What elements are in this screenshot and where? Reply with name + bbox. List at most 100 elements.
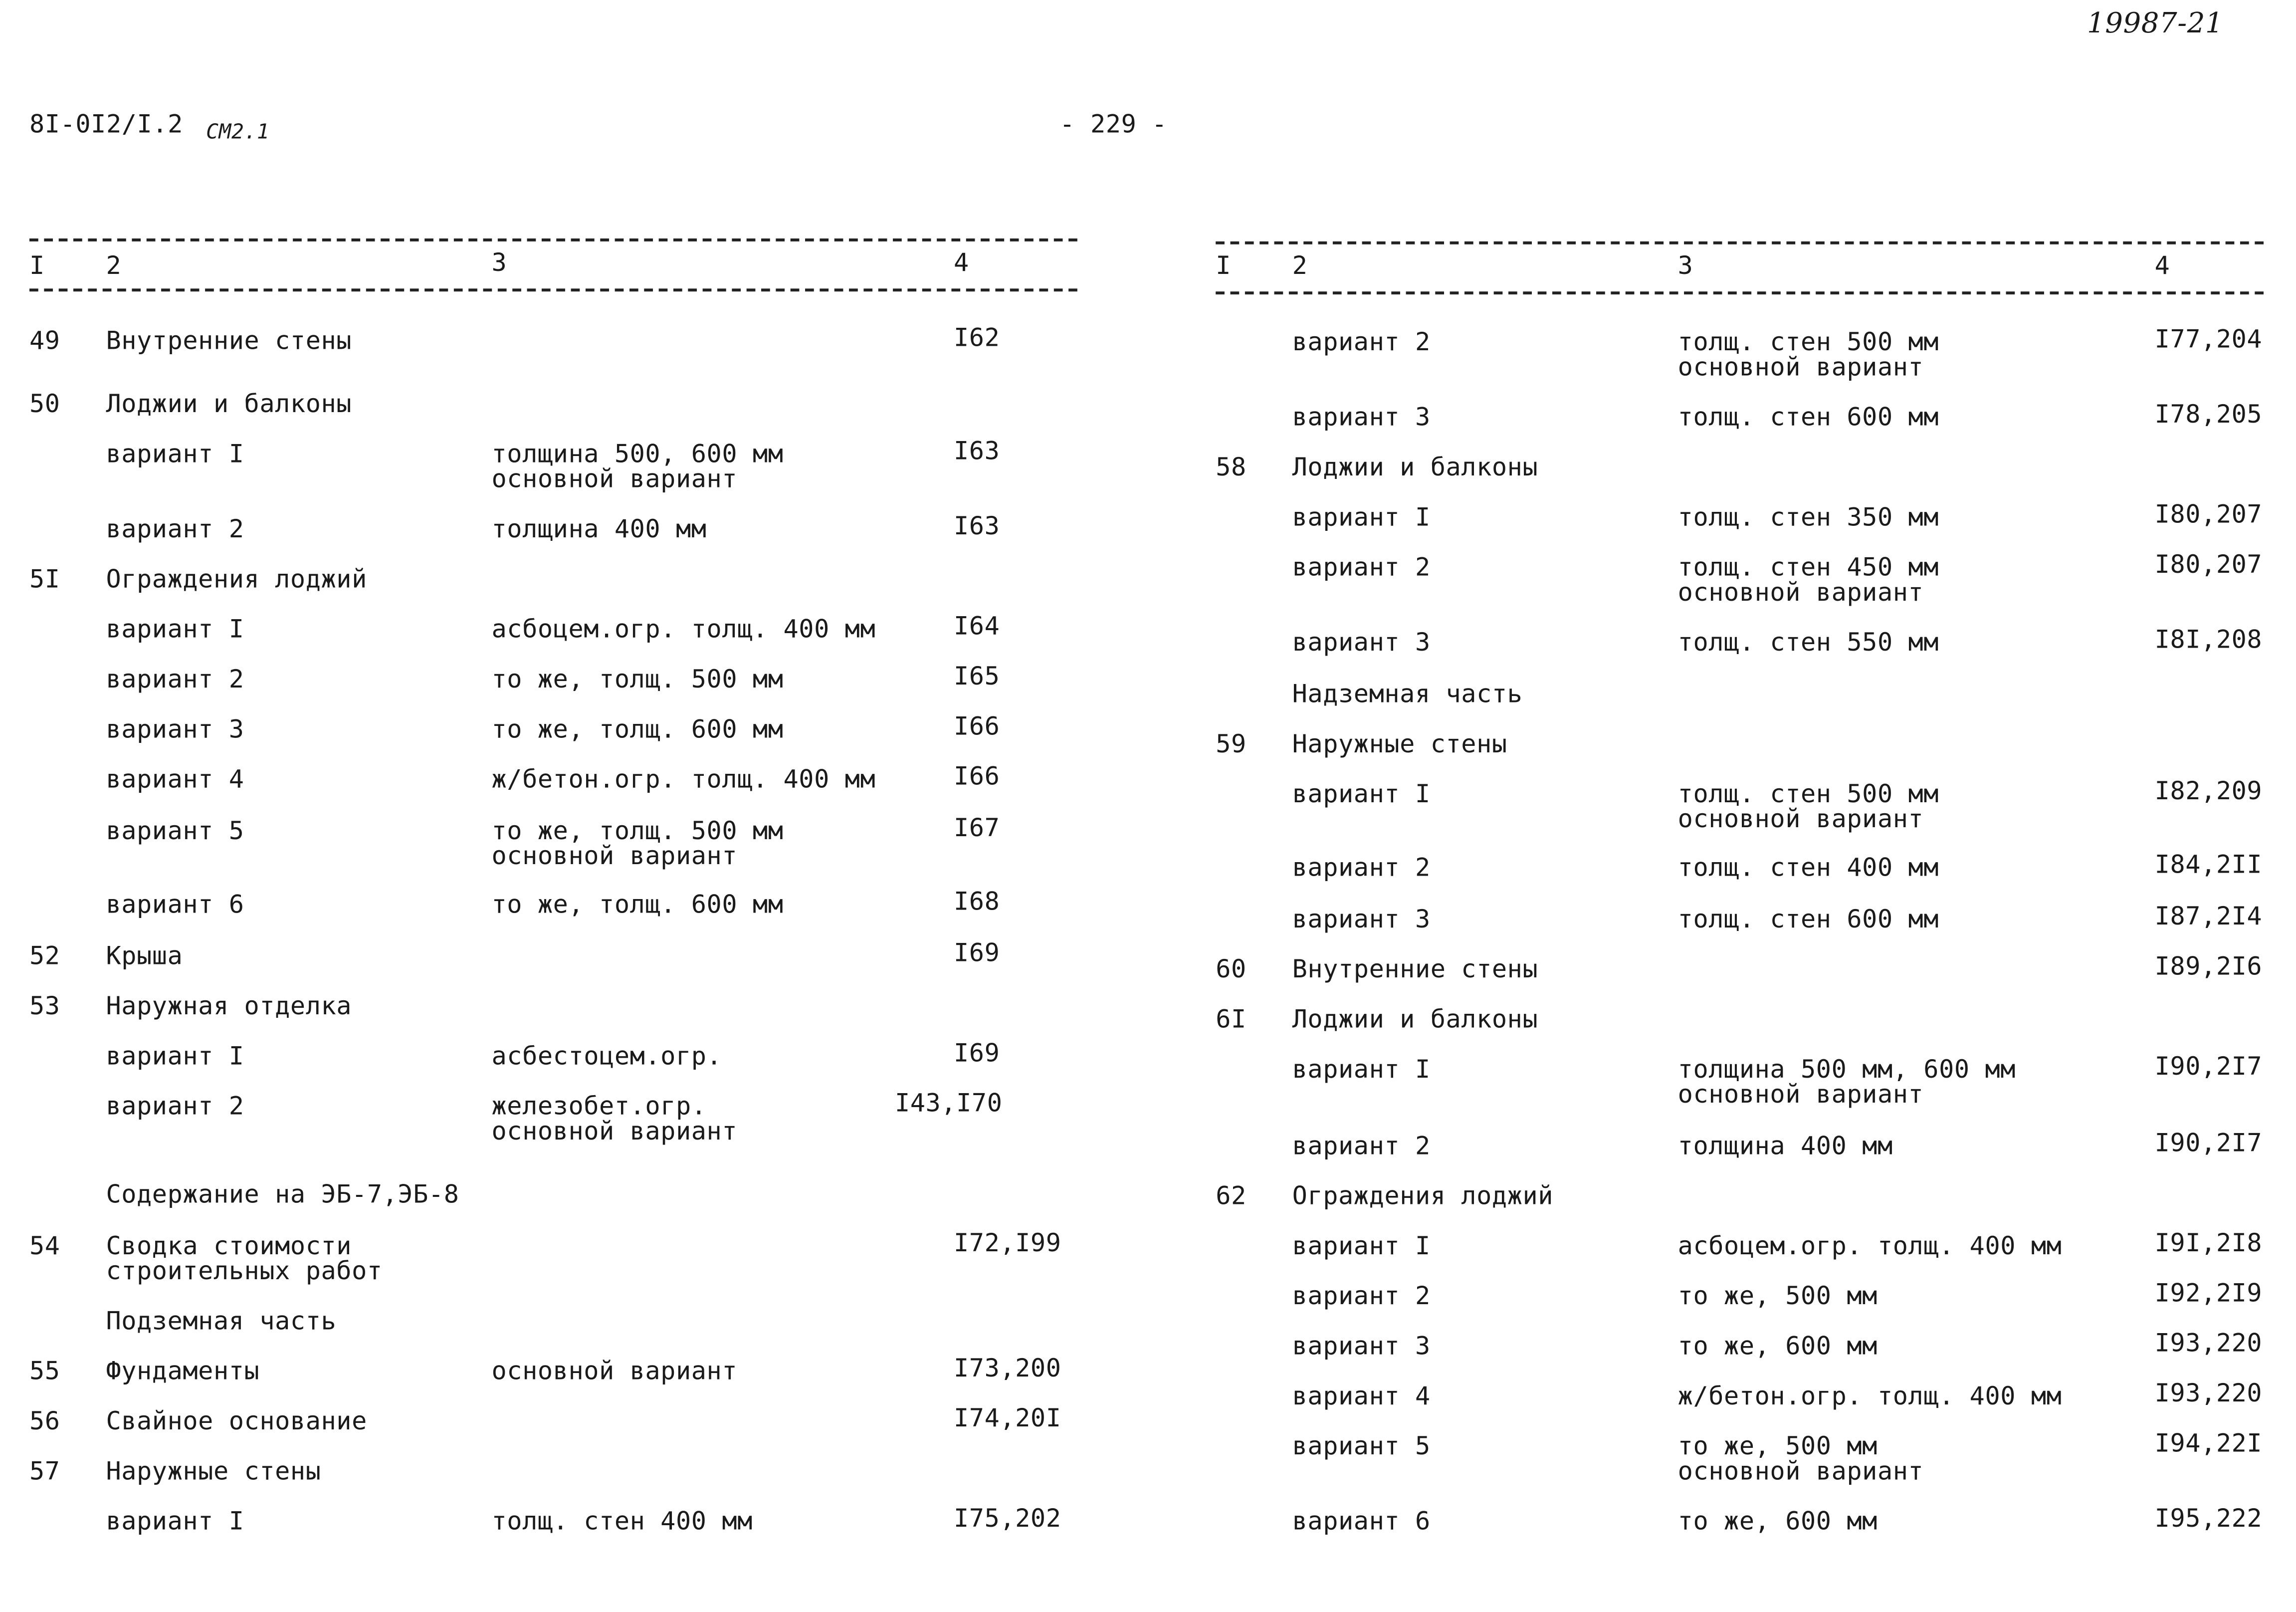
row-name: вариант 2	[106, 665, 244, 695]
row-name: вариант 4	[106, 765, 244, 795]
row-name: Наружная отделка	[106, 992, 352, 1022]
row-page: I62	[953, 324, 1000, 354]
row-num: 59	[1216, 730, 1247, 760]
row-name: вариант 2	[106, 515, 244, 545]
row-page: I66	[953, 712, 1000, 742]
row-name: Внутренние стены	[1292, 955, 1538, 985]
row-num: 54	[29, 1232, 60, 1262]
row-page: I68	[953, 888, 1000, 918]
row-desc: железобет.огр. основной вариант	[491, 1092, 738, 1147]
row-num: 56	[29, 1407, 60, 1437]
handwritten-number: 19987-21	[2087, 7, 2224, 40]
row-page: I69	[953, 1039, 1000, 1069]
row-name: вариант 6	[106, 891, 244, 921]
row-page: I93,220	[2154, 1379, 2263, 1409]
row-page: I84,2II	[2154, 851, 2263, 881]
row-desc: толщ. стен 500 мм основной вариант	[1677, 780, 1939, 835]
row-name: вариант 3	[1292, 905, 1431, 935]
row-page: I90,2I7	[2154, 1129, 2263, 1159]
row-name: вариант 2	[1292, 553, 1431, 583]
row-name: вариант 2	[1292, 854, 1431, 884]
header-rule-top-right	[1216, 241, 2264, 244]
row-name: Ограждения лоджий	[1292, 1182, 1554, 1212]
row-name: Лоджии и балконы	[1292, 1005, 1538, 1035]
row-name: Внутренние стены	[106, 327, 352, 357]
row-name: вариант I	[106, 615, 244, 645]
row-name: вариант I	[1292, 780, 1431, 810]
row-desc: то же, 500 мм основной вариант	[1677, 1432, 1924, 1487]
row-num: 53	[29, 992, 60, 1022]
row-desc: асбестоцем.огр.	[491, 1042, 722, 1072]
row-desc: толщина 500, 600 мм основной вариант	[491, 440, 784, 495]
row-desc: основной вариант	[491, 1357, 738, 1387]
row-name: вариант I	[1292, 1055, 1431, 1085]
row-name: вариант 6	[1292, 1507, 1431, 1537]
row-page: I72,I99	[953, 1229, 1061, 1259]
row-name: вариант 5	[1292, 1432, 1431, 1462]
row-page: I74,20I	[953, 1404, 1061, 1434]
row-num: 55	[29, 1357, 60, 1387]
row-page: I89,2I6	[2154, 952, 2263, 982]
row-name: вариант I	[1292, 503, 1431, 533]
row-desc: то же, 600 мм	[1677, 1507, 1878, 1537]
row-page: I82,209	[2154, 777, 2263, 807]
row-num: 60	[1216, 955, 1247, 985]
row-num: 52	[29, 942, 60, 972]
row-page: I65	[953, 662, 1000, 692]
row-desc: то же, толщ. 500 мм основной вариант	[491, 817, 784, 872]
row-name: вариант 5	[106, 817, 244, 847]
row-name: вариант I	[106, 1042, 244, 1072]
row-name: Ограждения лоджий	[106, 565, 367, 595]
row-name: вариант 3	[1292, 1332, 1431, 1362]
row-desc: толщ. стен 350 мм	[1677, 503, 1939, 533]
row-desc: толщ. стен 600 мм	[1677, 905, 1939, 935]
row-page: I78,205	[2154, 400, 2263, 430]
page-number: - 229 -	[1059, 110, 1167, 140]
row-page: I80,207	[2154, 500, 2263, 530]
row-name: Наружные стены	[106, 1457, 321, 1487]
header-rule-top-left	[29, 238, 1077, 241]
header-rule-bottom-left	[29, 288, 1077, 292]
row-name: Свайное основание	[106, 1407, 367, 1437]
col-header-4-left: 4	[953, 248, 969, 278]
col-header-1-left: I	[29, 251, 45, 281]
row-desc: асбоцем.огр. толщ. 400 мм	[491, 615, 876, 645]
row-desc: ж/бетон.огр. толщ. 400 мм	[1677, 1382, 2062, 1412]
row-name: Сводка стоимости строительных работ	[106, 1232, 383, 1287]
row-page: I69	[953, 939, 1000, 969]
row-name: вариант I	[106, 1507, 244, 1537]
col-header-3-left: 3	[491, 248, 507, 278]
row-page: I95,222	[2154, 1504, 2263, 1534]
row-name: Лоджии и балконы	[1292, 453, 1538, 483]
row-num: 5I	[29, 565, 60, 595]
col-header-3-right: 3	[1677, 251, 1693, 281]
row-name: вариант I	[1292, 1232, 1431, 1262]
row-page: I92,2I9	[2154, 1279, 2263, 1309]
row-desc: ж/бетон.огр. толщ. 400 мм	[491, 765, 876, 795]
row-desc: толщ. стен 550 мм	[1677, 628, 1939, 658]
row-desc: то же, толщ. 600 мм	[491, 891, 784, 921]
row-page: I64	[953, 612, 1000, 642]
row-num: 62	[1216, 1182, 1247, 1212]
row-page: I73,200	[953, 1354, 1061, 1384]
col-header-4-right: 4	[2154, 251, 2170, 281]
row-page: I87,2I4	[2154, 902, 2263, 932]
row-desc: толщ. стен 400 мм	[491, 1507, 753, 1537]
row-name: Фундаменты	[106, 1357, 260, 1387]
row-page: I80,207	[2154, 550, 2263, 580]
document-suffix: СМ2.1	[206, 120, 270, 145]
row-name: вариант 4	[1292, 1382, 1431, 1412]
row-page: I63	[953, 512, 1000, 542]
row-name: вариант 2	[1292, 1282, 1431, 1312]
row-desc: толщ. стен 400 мм	[1677, 854, 1939, 884]
row-name: вариант 2	[1292, 1132, 1431, 1162]
row-desc: толщина 400 мм	[491, 515, 707, 545]
row-name: вариант 3	[106, 715, 244, 745]
row-page: I8I,208	[2154, 626, 2263, 656]
row-desc: то же, 500 мм	[1677, 1282, 1878, 1312]
header-rule-bottom-right	[1216, 291, 2264, 295]
row-name: Надземная часть	[1292, 680, 1523, 710]
col-header-2-left: 2	[106, 251, 122, 281]
row-name: Подземная часть	[106, 1307, 337, 1337]
